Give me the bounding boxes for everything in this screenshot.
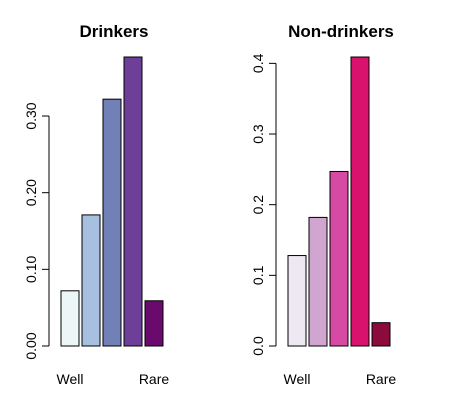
y-tick-label: 0.4 xyxy=(250,53,266,73)
panel-non-drinkers: Non-drinkers 0.0 0.1 0.2 0.3 0.4 Well Rare xyxy=(250,22,396,387)
bar xyxy=(123,56,143,347)
y-tick-label: 0.2 xyxy=(250,195,266,215)
bar xyxy=(102,98,122,347)
x-category-label: Rare xyxy=(139,371,170,387)
chart-title: Non-drinkers xyxy=(288,22,394,41)
y-tick-label: 0.3 xyxy=(250,124,266,144)
panel-drinkers: Drinkers 0.00 0.10 0.20 0.30 Well Rare xyxy=(23,22,169,387)
y-tick-label: 0.30 xyxy=(23,102,39,129)
x-category-label: Well xyxy=(57,371,84,387)
bar xyxy=(144,300,164,347)
bar xyxy=(329,170,349,347)
chart-title: Drinkers xyxy=(80,22,149,41)
x-category-label: Well xyxy=(284,371,311,387)
x-category-label: Rare xyxy=(366,371,397,387)
y-tick-label: 0.20 xyxy=(23,179,39,206)
y-tick-label: 0.00 xyxy=(23,332,39,359)
y-tick-label: 0.10 xyxy=(23,256,39,283)
y-tick-label: 0.1 xyxy=(250,265,266,285)
bar xyxy=(81,214,101,347)
bar xyxy=(350,56,370,347)
bar xyxy=(287,255,307,347)
y-tick-label: 0.0 xyxy=(250,336,266,356)
bar xyxy=(308,216,328,347)
bar xyxy=(371,322,391,347)
bar xyxy=(60,290,80,347)
